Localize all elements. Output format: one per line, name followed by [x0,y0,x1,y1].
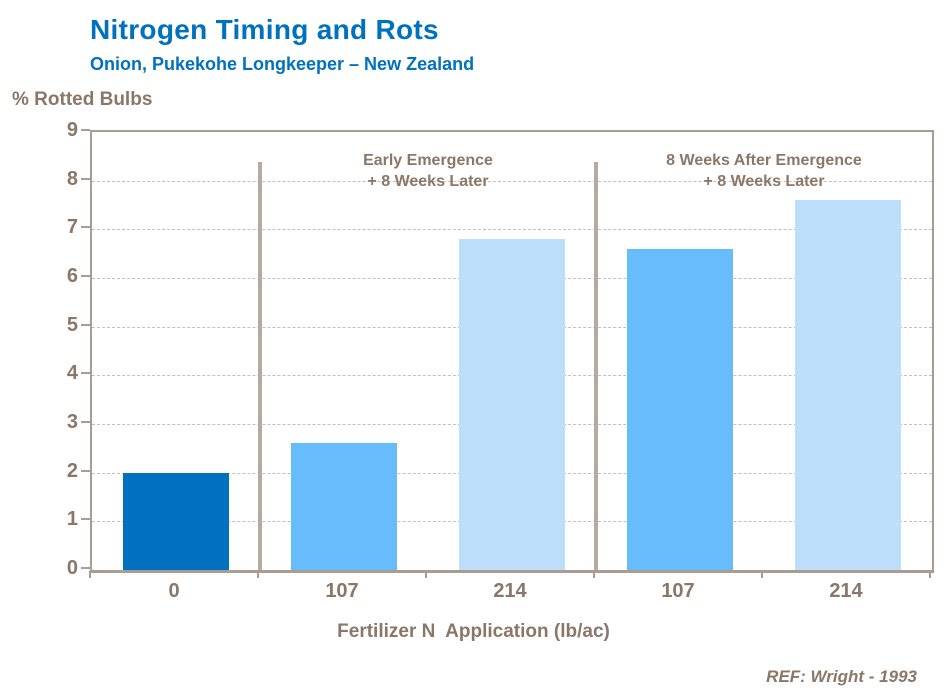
x-tick-mark [89,571,91,578]
y-tick-mark [81,469,90,472]
y-tick-label: 3 [66,411,78,433]
y-tick-mark [81,177,90,180]
group-label-line: + 8 Weeks Later [703,173,825,190]
x-tick-mark [425,571,427,578]
group-label: Early Emergence + 8 Weeks Later [268,150,588,192]
y-tick-mark [81,421,90,423]
chart-title: Nitrogen Timing and Rots [90,14,439,45]
reference-note: REF: Wright - 1993 [766,667,917,686]
y-tick-label: 5 [66,313,78,336]
group-label: 8 Weeks After Emergence + 8 Weeks Later [604,150,924,192]
bar [291,443,397,570]
plot-area: Early Emergence + 8 Weeks Later 8 Weeks Af… [90,130,934,573]
group-divider [594,162,598,570]
y-tick-label: 9 [66,119,78,141]
bar [627,248,733,570]
y-tick-mark [81,226,90,229]
gridline [92,229,932,231]
y-tick-mark [81,275,90,277]
group-divider [258,162,262,570]
y-tick-mark [81,323,90,326]
y-tick-label: 6 [66,265,78,287]
y-tick-label: 2 [66,459,78,482]
group-label-line: 8 Weeks After Emergence [666,152,862,169]
y-tick-mark [81,129,90,131]
group-label-line: Early Emergence [363,152,493,169]
bar [459,239,565,570]
group-label-line: + 8 Weeks Later [367,173,489,190]
y-axis-title: % Rotted Bulbs [12,89,153,110]
gridline [92,180,932,182]
bar [795,200,901,570]
x-tick-label: 214 [493,580,527,602]
y-tick-label: 1 [66,508,78,531]
x-tick-label: 107 [325,580,359,602]
chart-subtitle: Onion, Pukekohe Longkeeper – New Zealand [90,54,475,74]
y-tick-label: 0 [66,557,78,579]
x-tick-mark [761,571,763,578]
x-tick-label: 107 [661,580,695,602]
y-tick-label: 4 [66,362,78,385]
x-tick-mark [257,571,259,578]
y-tick-label: 8 [66,167,78,190]
y-tick-mark [81,567,90,569]
y-tick-mark [81,372,90,375]
x-tick-label: 0 [168,580,180,602]
y-tick-label: 7 [66,216,78,239]
x-tick-mark [593,571,595,578]
x-axis-title: Fertilizer N Application (lb/ac) [337,621,610,642]
x-tick-mark [929,571,931,578]
x-tick-label: 214 [829,580,863,602]
y-tick-mark [81,518,90,521]
bar [123,472,229,570]
